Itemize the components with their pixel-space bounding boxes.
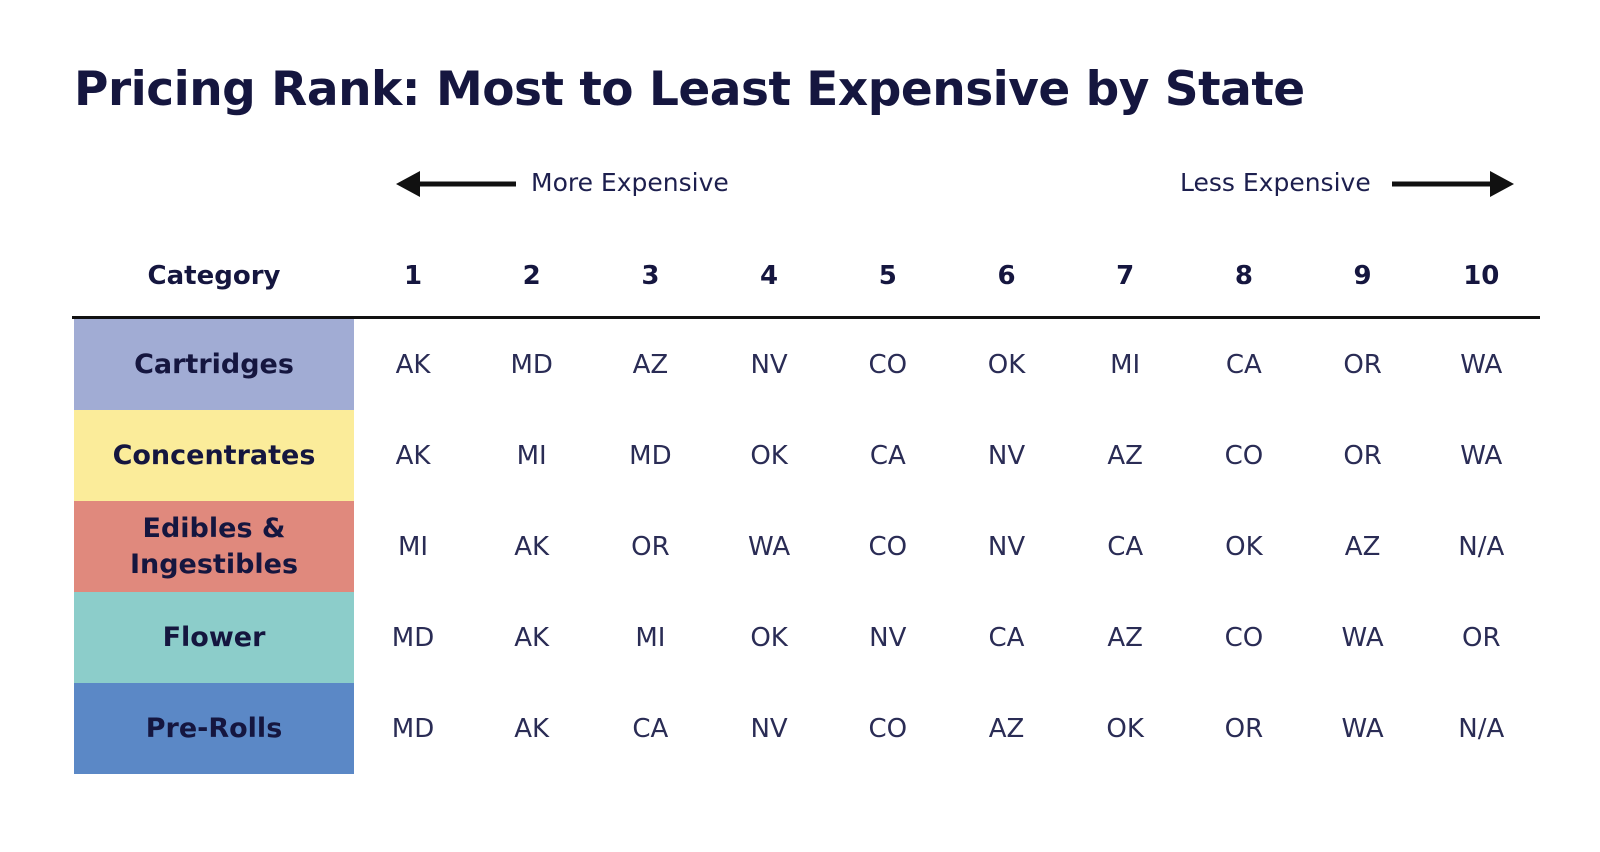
state-rank-cell: CA [988, 622, 1025, 653]
category-cell: Pre-Rolls [74, 683, 354, 774]
category-header: Category [147, 261, 281, 291]
more-expensive-label: More Expensive [531, 168, 729, 197]
rank-header-2: 2 [522, 261, 541, 291]
category-cell: Flower [74, 592, 354, 683]
state-rank-cell: MD [391, 622, 435, 653]
chart-title: Pricing Rank: Most to Least Expensive by… [74, 62, 1305, 117]
rank-header-5: 5 [878, 261, 897, 291]
state-rank-cell: WA [1341, 622, 1384, 653]
state-rank-cell: CA [1225, 349, 1262, 380]
state-rank-cell: MI [516, 440, 547, 471]
state-rank-cell: AK [514, 531, 550, 562]
state-rank-cell: MI [1110, 349, 1141, 380]
state-rank-cell: CO [868, 713, 908, 744]
state-rank-cell: CA [869, 440, 906, 471]
state-rank-cell: AZ [1107, 622, 1143, 653]
state-rank-cell: WA [1460, 440, 1503, 471]
state-rank-cell: AK [514, 713, 550, 744]
state-rank-cell: AK [395, 440, 431, 471]
state-rank-cell: WA [1341, 713, 1384, 744]
rank-header-3: 3 [641, 261, 660, 291]
category-cell: Cartridges [74, 319, 354, 410]
state-rank-cell: CA [1107, 531, 1144, 562]
state-rank-cell: NV [987, 440, 1026, 471]
state-rank-cell: OR [1343, 440, 1382, 471]
state-rank-cell: AZ [1107, 440, 1143, 471]
state-rank-cell: MI [635, 622, 666, 653]
right-arrow-icon [1392, 171, 1514, 197]
state-rank-cell: OK [1106, 713, 1144, 744]
state-rank-cell: NV [869, 622, 907, 653]
state-rank-cell: NV [750, 349, 788, 380]
less-expensive-label: Less Expensive [1180, 168, 1371, 197]
left-arrow-icon [396, 171, 516, 197]
state-rank-cell: OR [1343, 349, 1382, 380]
rank-header-10: 10 [1463, 261, 1500, 291]
state-rank-cell: NV [987, 531, 1026, 562]
state-rank-cell: AK [514, 622, 550, 653]
rank-header-1: 1 [403, 261, 423, 291]
category-cell: Edibles & Ingestibles [74, 501, 354, 592]
state-rank-cell: OR [631, 531, 670, 562]
rank-header-7: 7 [1116, 261, 1135, 291]
state-rank-cell: MI [397, 531, 429, 562]
state-rank-cell: NV [750, 713, 788, 744]
state-rank-cell: MD [629, 440, 672, 471]
rank-header-9: 9 [1353, 261, 1372, 291]
state-rank-cell: AZ [988, 713, 1025, 744]
state-rank-cell: CA [632, 713, 669, 744]
header-divider [72, 316, 1540, 319]
state-rank-cell: CO [868, 349, 908, 380]
state-rank-cell: OK [987, 349, 1026, 380]
state-rank-cell: MD [510, 349, 553, 380]
state-rank-cell: CO [1224, 440, 1264, 471]
state-rank-cell: OK [750, 622, 788, 653]
state-rank-cell: OK [750, 440, 788, 471]
state-rank-cell: N/A [1458, 713, 1505, 744]
state-rank-cell: OR [1462, 622, 1501, 653]
state-rank-cell: N/A [1458, 531, 1505, 562]
state-rank-cell: OK [1225, 531, 1263, 562]
rank-header-4: 4 [760, 261, 779, 291]
state-rank-cell: AZ [632, 349, 669, 380]
state-rank-cell: WA [748, 531, 791, 562]
rank-header-8: 8 [1234, 261, 1253, 291]
state-rank-cell: WA [1460, 349, 1503, 380]
rank-header-6: 6 [997, 261, 1016, 291]
state-rank-cell: AZ [1344, 531, 1381, 562]
category-cell: Concentrates [74, 410, 354, 501]
state-rank-cell: OR [1224, 713, 1264, 744]
state-rank-cell: AK [395, 349, 431, 380]
state-rank-cell: CO [868, 531, 908, 562]
state-rank-cell: MD [391, 713, 435, 744]
state-rank-cell: CO [1224, 622, 1264, 653]
